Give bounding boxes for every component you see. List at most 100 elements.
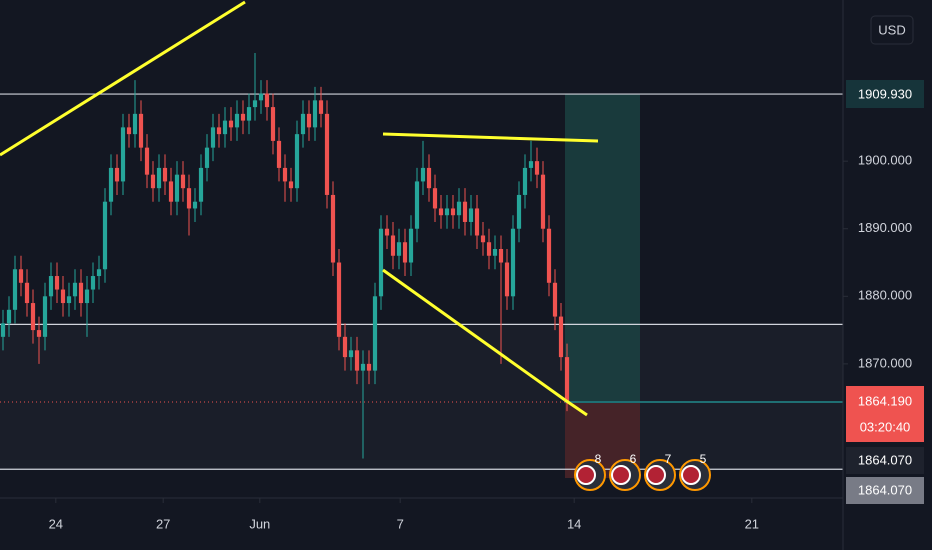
candle-body [318,100,324,114]
currency-label: USD [878,22,905,37]
candle-body [72,282,78,297]
candle-body [498,249,504,263]
candle-body [492,249,498,256]
candle-body [186,188,192,209]
candle-body [6,309,12,324]
candle-body [156,167,162,189]
candle-body [162,167,168,182]
candle-body [468,208,474,222]
candle-body [246,107,252,121]
candle-body [120,127,126,182]
candle-body [336,262,342,337]
price-tag-box [846,477,924,504]
candle-body [408,228,414,263]
candle-body [126,127,132,135]
candle-body [342,336,348,358]
candle-body [480,235,486,243]
candle-body [306,113,312,128]
event-count: 7 [665,452,672,466]
candle-body [546,228,552,283]
candle-body [510,228,516,297]
candle-body [42,296,48,337]
candle-body [360,363,366,371]
candle-body [420,167,426,182]
candle-body [396,242,402,256]
candle-body [102,201,108,270]
x-tick-label: 21 [745,516,759,531]
event-flag [646,465,666,485]
x-tick-label: Jun [249,516,270,531]
candle-body [228,120,234,128]
candle-body [180,174,186,189]
candle-body [540,174,546,229]
candle-body [294,134,300,189]
candle-body [324,113,330,195]
y-tick-label: 1870.000 [858,355,912,370]
candle-body [330,194,336,263]
candle-body [132,113,138,135]
trend-line [382,268,566,402]
x-tick-label: 14 [567,516,581,531]
event-count: 5 [700,452,707,466]
range-zone [0,324,843,469]
candle-body [354,350,360,371]
candle-body [216,127,222,135]
countdown: 03:20:40 [860,419,911,434]
currency-button[interactable] [870,15,914,45]
candle-body [426,167,432,189]
price-tag-box [846,447,924,474]
candle-body [450,208,456,216]
candle-body [402,242,408,263]
candle-body [564,357,570,404]
candle-body [54,276,60,290]
y-tick-label: 1890.000 [858,220,912,235]
candle-body [174,174,180,202]
candle-body [270,107,276,141]
event-flag [611,465,631,485]
candle-body [348,350,354,358]
price-tag: 1864.070 [858,452,912,467]
x-tick-label: 27 [156,516,170,531]
candle-body [552,282,558,317]
candle-body [276,140,282,168]
candle-body [300,113,306,135]
candle-body [138,113,144,148]
candle-body [84,289,90,304]
candle-body [474,208,480,236]
candle-body [18,269,24,283]
candle-body [378,228,384,297]
candle-body [534,161,540,175]
price-tag-box [846,80,924,108]
candle-body [258,93,264,101]
x-tick-label: 7 [397,516,404,531]
candle-body [282,167,288,182]
candle-body [96,269,102,277]
price-tag: 1864.190 [858,393,912,408]
candle-body [252,100,258,108]
candle-body [390,235,396,256]
candle-body [462,201,468,222]
plot-area [0,53,843,470]
candle-body [48,276,54,297]
candle-body [240,113,246,121]
y-tick-label: 1900.000 [858,153,912,168]
axes: 1870.000 1880.000 1890.000 1900.000 24 27 Jun 7… [49,153,913,532]
event-flag [576,465,596,485]
candle-body [144,147,150,175]
candle-body [516,194,522,229]
candle-body [288,181,294,189]
candle-body [36,330,42,337]
candle-body [60,289,66,304]
price-tag-box [846,386,924,442]
candle-body [150,174,156,189]
x-tick-label: 24 [49,516,63,531]
candle-body [168,181,174,202]
candle-body [192,201,198,209]
candle-body [384,228,390,236]
candle-body [204,147,210,168]
candle-body [0,323,6,337]
candle-body [108,167,114,202]
candle-body [222,120,228,135]
candle-body [504,262,510,297]
